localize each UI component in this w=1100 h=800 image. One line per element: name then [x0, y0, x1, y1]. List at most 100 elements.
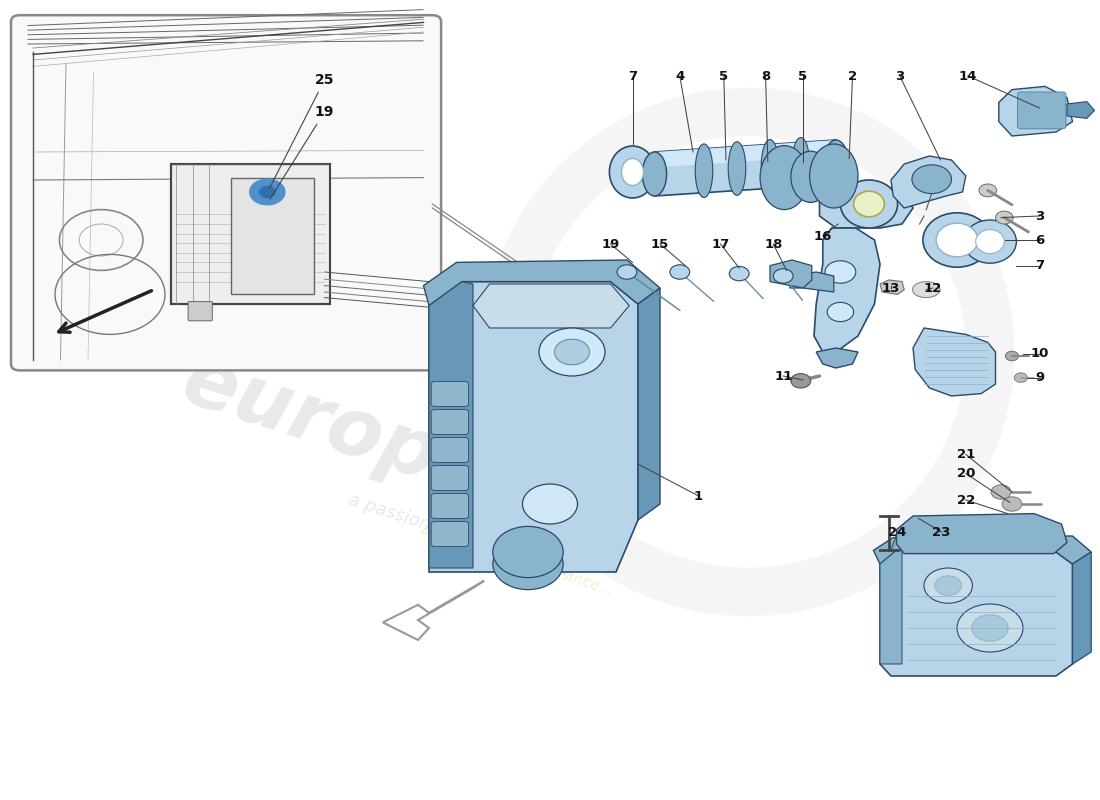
Text: 10: 10: [1031, 347, 1048, 360]
Ellipse shape: [824, 140, 848, 184]
Text: 14: 14: [959, 70, 977, 82]
Polygon shape: [816, 348, 858, 368]
Text: 7: 7: [628, 70, 637, 82]
Text: 24: 24: [889, 526, 906, 538]
Ellipse shape: [840, 180, 898, 228]
FancyBboxPatch shape: [11, 15, 441, 370]
Polygon shape: [638, 288, 660, 520]
Ellipse shape: [695, 144, 713, 198]
Text: 5: 5: [799, 70, 807, 82]
Circle shape: [539, 328, 605, 376]
Text: 18: 18: [764, 238, 782, 250]
FancyBboxPatch shape: [431, 410, 469, 434]
Polygon shape: [873, 536, 1091, 564]
Polygon shape: [880, 550, 902, 664]
Text: 20: 20: [957, 467, 975, 480]
Circle shape: [935, 576, 961, 595]
Ellipse shape: [912, 282, 939, 298]
Ellipse shape: [810, 144, 858, 208]
FancyBboxPatch shape: [188, 302, 212, 321]
Text: 23: 23: [933, 526, 950, 538]
Text: 6: 6: [1035, 234, 1044, 246]
Text: 25: 25: [270, 73, 334, 188]
Polygon shape: [913, 328, 996, 396]
Circle shape: [972, 614, 1009, 642]
Text: 12: 12: [924, 282, 942, 294]
Ellipse shape: [621, 158, 643, 186]
FancyBboxPatch shape: [431, 522, 469, 546]
Circle shape: [912, 165, 952, 194]
Ellipse shape: [976, 230, 1004, 254]
Ellipse shape: [670, 265, 690, 279]
Circle shape: [791, 374, 811, 388]
Ellipse shape: [729, 266, 749, 281]
Circle shape: [554, 339, 590, 365]
Text: 21: 21: [957, 448, 975, 461]
Circle shape: [827, 302, 854, 322]
Ellipse shape: [617, 265, 637, 279]
Circle shape: [250, 179, 285, 205]
Circle shape: [493, 526, 563, 578]
Ellipse shape: [760, 146, 808, 210]
Text: a passion for parts since...: a passion for parts since...: [346, 490, 578, 582]
Text: 19: 19: [602, 238, 619, 250]
Text: 3: 3: [1035, 210, 1044, 222]
Polygon shape: [654, 140, 836, 167]
Ellipse shape: [792, 138, 810, 191]
Circle shape: [1005, 351, 1019, 361]
Text: 15: 15: [651, 238, 669, 250]
Circle shape: [996, 211, 1013, 224]
Circle shape: [1014, 373, 1027, 382]
Circle shape: [991, 485, 1011, 499]
Polygon shape: [473, 284, 629, 328]
Polygon shape: [429, 282, 473, 568]
Polygon shape: [999, 86, 1072, 136]
Circle shape: [493, 538, 563, 590]
Circle shape: [260, 186, 275, 198]
Text: 13: 13: [882, 282, 900, 294]
FancyBboxPatch shape: [1018, 92, 1066, 129]
Text: 3: 3: [895, 70, 904, 82]
Polygon shape: [654, 140, 836, 196]
Ellipse shape: [964, 220, 1016, 263]
Circle shape: [957, 604, 1023, 652]
FancyBboxPatch shape: [431, 438, 469, 462]
Ellipse shape: [773, 269, 793, 283]
FancyBboxPatch shape: [431, 494, 469, 518]
Polygon shape: [1072, 552, 1091, 664]
Circle shape: [1002, 497, 1022, 511]
Circle shape: [825, 261, 856, 283]
Polygon shape: [790, 272, 834, 292]
Circle shape: [522, 484, 578, 524]
Circle shape: [924, 568, 972, 603]
Polygon shape: [1067, 102, 1094, 118]
Polygon shape: [424, 260, 660, 306]
Polygon shape: [814, 228, 880, 352]
Text: 7: 7: [1035, 259, 1044, 272]
Text: 16: 16: [814, 230, 832, 242]
Ellipse shape: [609, 146, 656, 198]
Text: 8: 8: [761, 70, 770, 82]
FancyBboxPatch shape: [231, 178, 314, 294]
Text: europarts: europarts: [173, 342, 619, 554]
Ellipse shape: [728, 142, 746, 195]
Text: a passion for parts since...: a passion for parts since...: [419, 522, 615, 598]
Text: 19: 19: [270, 105, 334, 199]
Polygon shape: [429, 282, 638, 572]
Polygon shape: [880, 280, 904, 294]
FancyBboxPatch shape: [431, 466, 469, 490]
Polygon shape: [383, 581, 484, 640]
Circle shape: [979, 184, 997, 197]
Ellipse shape: [761, 139, 779, 193]
Text: 5: 5: [719, 70, 728, 82]
Ellipse shape: [923, 213, 991, 267]
Text: 1: 1: [694, 490, 703, 502]
Text: 11: 11: [774, 370, 792, 382]
Text: 9: 9: [1035, 371, 1044, 384]
Polygon shape: [770, 260, 812, 288]
Text: 17: 17: [712, 238, 729, 250]
Ellipse shape: [642, 152, 667, 196]
Polygon shape: [880, 550, 1072, 676]
Ellipse shape: [854, 191, 884, 217]
Text: 22: 22: [957, 494, 975, 506]
